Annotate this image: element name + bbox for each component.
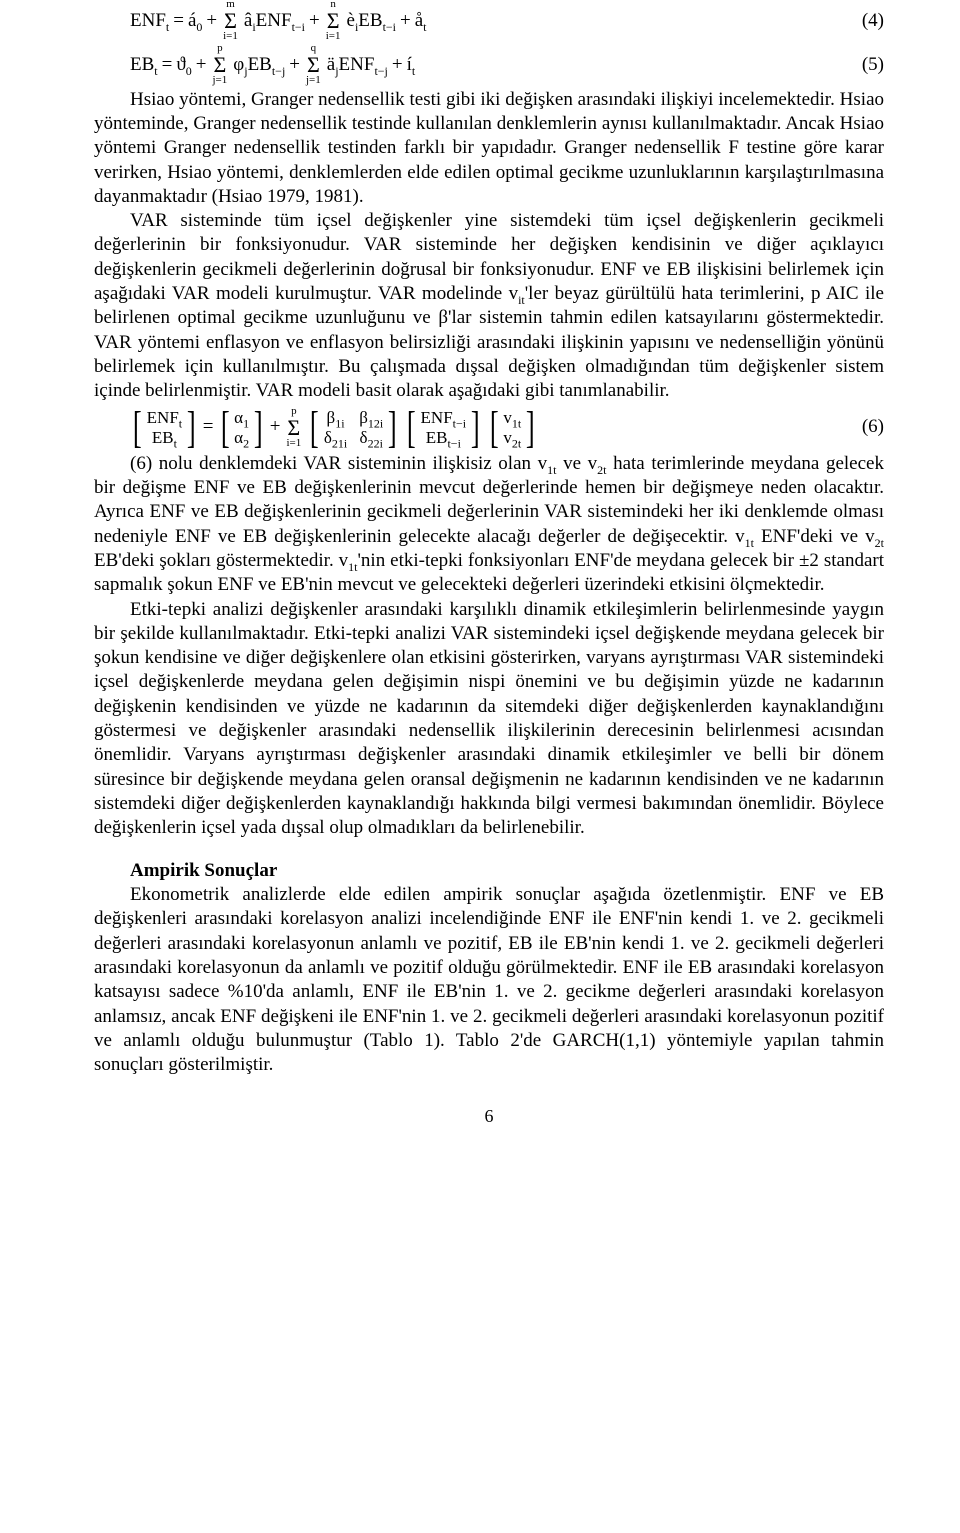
paragraph-1: Hsiao yöntemi, Granger nedensellik testi… xyxy=(94,88,884,210)
paragraph-5: Ekonometrik analizlerde elde edilen ampi… xyxy=(94,883,884,1078)
matrix: [ ENFt EBt ] xyxy=(130,406,199,450)
sigma-icon: p Σ j=1 xyxy=(212,44,227,86)
equals-sign: = xyxy=(162,53,173,77)
matrix: [ v1t v2t ] xyxy=(487,406,538,450)
sigma-icon: m Σ i=1 xyxy=(223,0,238,42)
paragraph-4: Etki-tepki analizi değişkenler arasındak… xyxy=(94,598,884,841)
equation-5: EBt = ϑ0 + p Σ j=1 φjEBt−j + q Σ j=1 xyxy=(130,44,884,86)
matrix: [ α1 α2 ] xyxy=(218,406,266,450)
eq5-lhs: EB xyxy=(130,54,154,75)
page: ENFt = á0 + m Σ i=1 âiENFt−i + n Σ i=1 xyxy=(0,0,960,1158)
paragraph-2: VAR sisteminde tüm içsel değişkenler yin… xyxy=(94,209,884,404)
sigma-icon: q Σ j=1 xyxy=(306,44,321,86)
matrix: [ ENFt−i EBt−i ] xyxy=(404,406,483,450)
section-title: Ampirik Sonuçlar xyxy=(130,859,884,883)
equation-6: [ ENFt EBt ] = [ α1 α2 ] + p Σ i=1 xyxy=(130,406,884,450)
page-number: 6 xyxy=(94,1105,884,1128)
equation-number-5: (5) xyxy=(844,53,884,77)
sigma-icon: n Σ i=1 xyxy=(326,0,341,42)
eq4-lhs: ENF xyxy=(130,10,166,31)
equation-4: ENFt = á0 + m Σ i=1 âiENFt−i + n Σ i=1 xyxy=(130,0,884,42)
equals-sign: = xyxy=(173,9,184,33)
paragraph-3: (6) nolu denklemdeki VAR sisteminin iliş… xyxy=(94,452,884,598)
equation-number-6: (6) xyxy=(844,415,884,439)
equation-number-4: (4) xyxy=(844,9,884,33)
sigma-icon: p Σ i=1 xyxy=(286,407,301,449)
matrix: [ β1i δ21i β12i δ22i ] xyxy=(307,406,400,450)
